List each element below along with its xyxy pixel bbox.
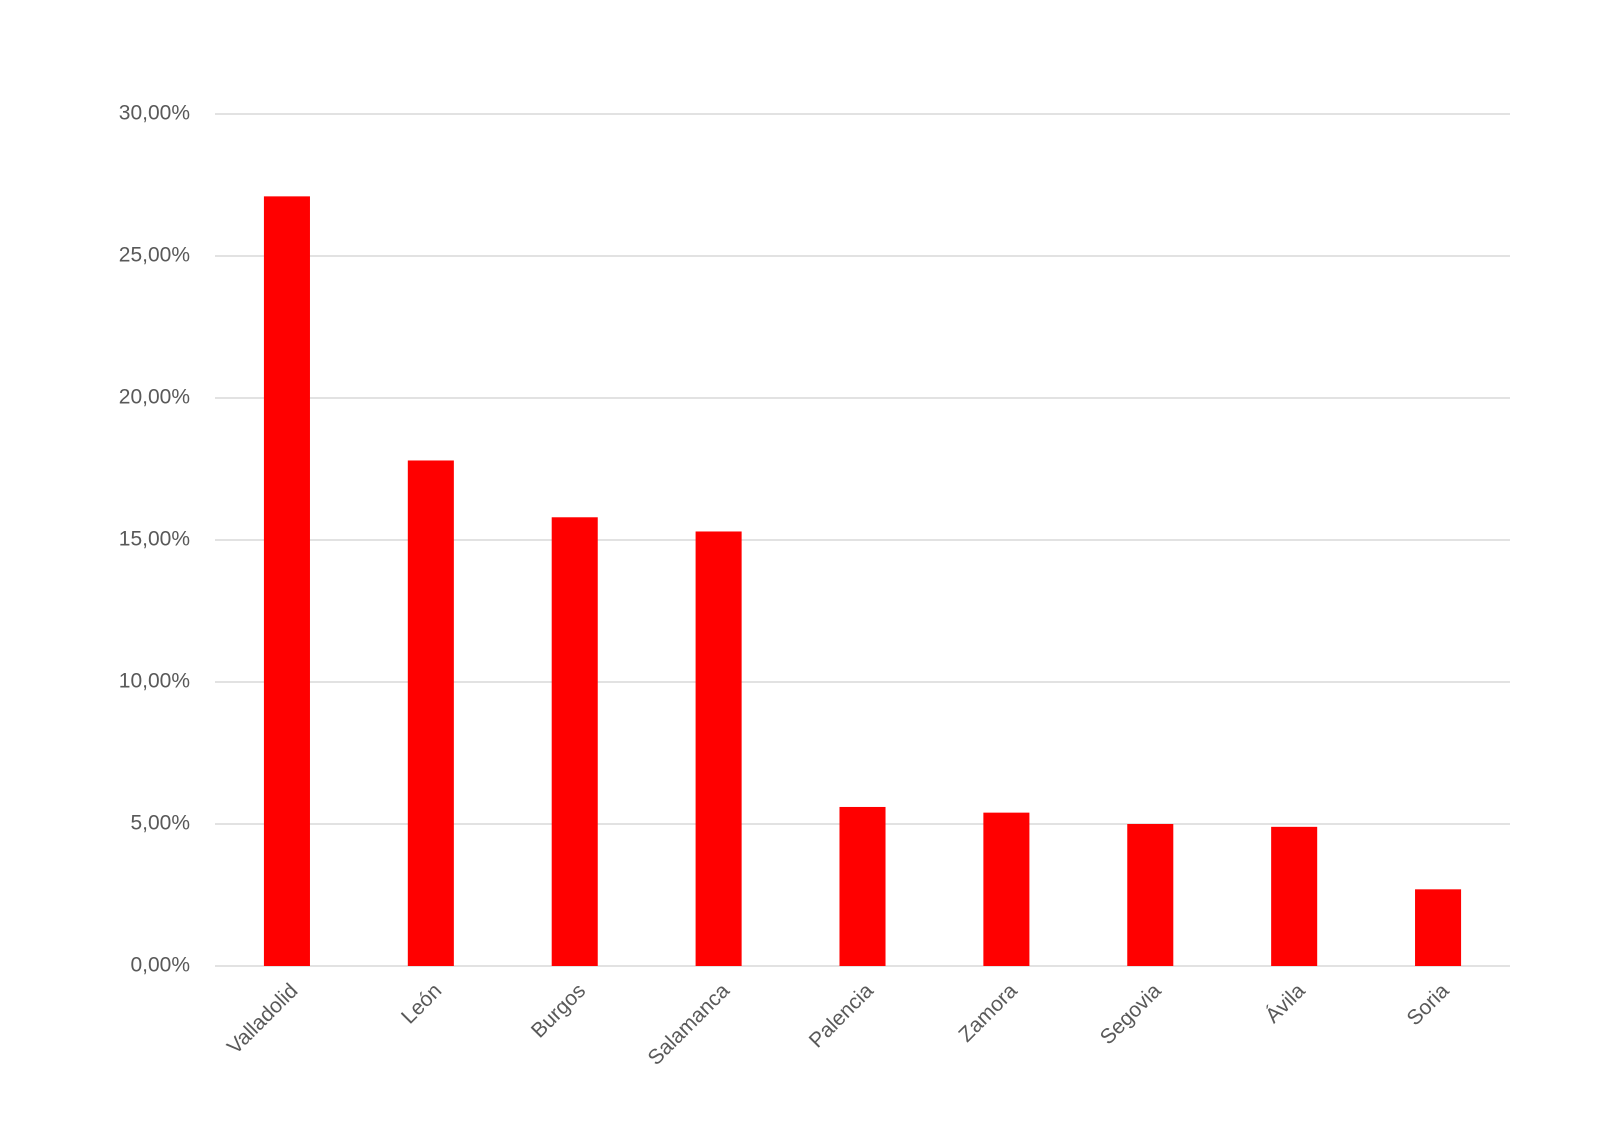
- x-tick-label: Zamora: [954, 979, 1022, 1047]
- x-tick-label: Valladolid: [223, 979, 303, 1059]
- y-tick-label: 10,00%: [119, 670, 190, 693]
- x-tick-label: Salamanca: [644, 979, 735, 1070]
- y-tick-label: 0,00%: [130, 954, 190, 977]
- bar: [1127, 824, 1174, 966]
- x-tick-label: Ávila: [1261, 979, 1310, 1028]
- y-tick-label: 25,00%: [119, 244, 190, 267]
- bar: [839, 806, 886, 966]
- y-tick-label: 20,00%: [119, 386, 190, 409]
- y-tick-label: 15,00%: [119, 528, 190, 551]
- bar: [263, 196, 310, 967]
- bar: [1271, 826, 1318, 966]
- x-tick-label: Segovia: [1096, 979, 1166, 1049]
- bar: [1415, 889, 1462, 966]
- bar: [551, 517, 598, 966]
- x-tick-label: Soria: [1403, 979, 1454, 1030]
- bar: [407, 460, 454, 966]
- bar: [695, 531, 742, 966]
- x-tick-label: León: [397, 979, 446, 1028]
- y-tick-label: 5,00%: [130, 812, 190, 835]
- x-tick-label: Burgos: [527, 979, 590, 1042]
- bar: [983, 812, 1030, 966]
- x-tick-label: Palencia: [805, 979, 878, 1052]
- y-tick-label: 30,00%: [119, 102, 190, 125]
